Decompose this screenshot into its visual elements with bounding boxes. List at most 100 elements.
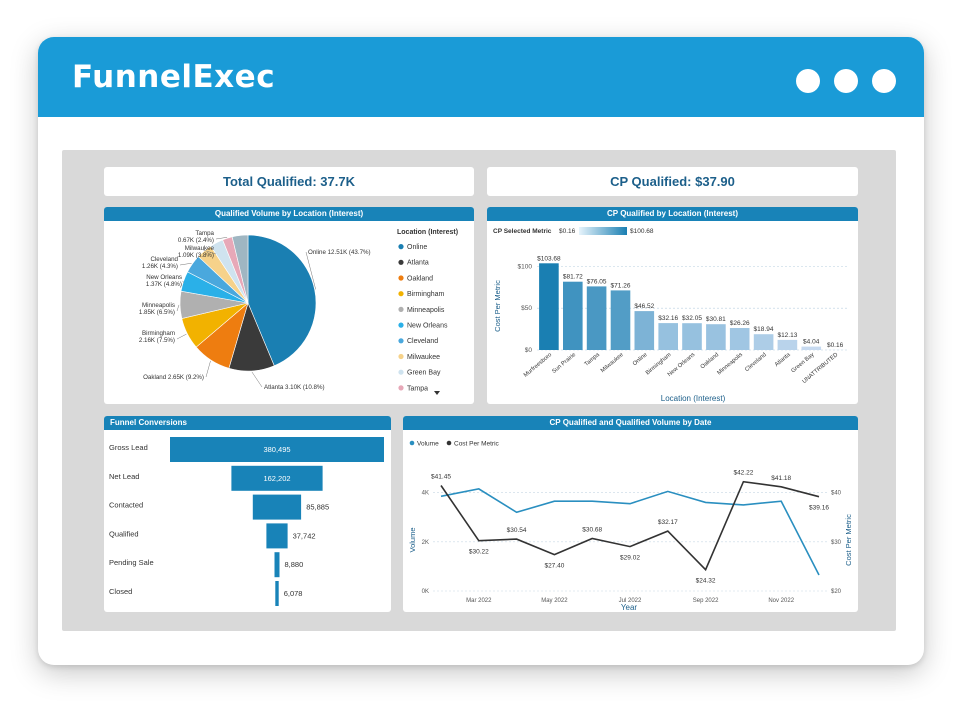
line-panel-title: CP Qualified and Qualified Volume by Dat… bbox=[403, 416, 858, 430]
cp-bar-chart: CP Selected Metric $0.16 $100.68 $0 $50 $1… bbox=[493, 227, 847, 403]
metric-max: $100.68 bbox=[630, 228, 654, 235]
funnel-stage-value: 37,742 bbox=[293, 531, 316, 540]
cp-bar-sun-prairie[interactable] bbox=[563, 281, 583, 350]
pie-slice-online[interactable] bbox=[247, 234, 317, 367]
pie-data-label-name: Birmingham bbox=[142, 330, 175, 337]
legend-item-milwaukee[interactable]: Milwaukee bbox=[407, 354, 440, 361]
pie-data-label-name: New Orleans bbox=[146, 274, 182, 281]
pie-data-label-value: 1.37K (4.8%) bbox=[146, 281, 182, 288]
legend-scroll-down-icon[interactable] bbox=[434, 391, 440, 395]
funnel-bar-pending-sale[interactable] bbox=[274, 552, 280, 578]
cp-bar-new-orleans[interactable] bbox=[682, 323, 702, 350]
line-y-left-tick: 2K bbox=[422, 540, 429, 546]
cp-bar-murfreesboro[interactable] bbox=[539, 263, 559, 350]
legend-item-atlanta[interactable]: Atlanta bbox=[407, 260, 429, 267]
line-x-tick: Jul 2022 bbox=[619, 598, 642, 604]
cp-bar-x-tick: Milwaukee bbox=[600, 352, 625, 374]
funnel-chart: Gross Lead 380,495 Net Lead 162,202 Contacte… bbox=[109, 437, 384, 606]
line-y-left-label: Volume bbox=[408, 527, 417, 552]
cp-bar-x-tick: Sun Prairie bbox=[551, 352, 577, 375]
cp-bar-atlanta[interactable] bbox=[777, 339, 798, 350]
legend-item-online[interactable]: Online bbox=[407, 244, 427, 251]
cp-bar-data-label: $71.26 bbox=[611, 282, 631, 289]
legend-marker-oakland bbox=[398, 275, 404, 281]
legend-marker-new-orleans bbox=[398, 322, 404, 328]
pie-leader-line bbox=[182, 280, 185, 284]
window-dot-2[interactable] bbox=[834, 69, 858, 93]
pie-data-label-name: Minneapolis bbox=[142, 302, 175, 309]
legend-marker-cleveland bbox=[398, 338, 404, 344]
cp-bar-birmingham[interactable] bbox=[658, 323, 678, 350]
title-bar: FunnelExec bbox=[38, 37, 924, 117]
legend-item-tampa[interactable]: Tampa bbox=[407, 385, 428, 392]
line-y-right-tick: $20 bbox=[831, 589, 842, 595]
cp-bar-x-tick: Atlanta bbox=[774, 351, 792, 368]
cp-bar-online[interactable] bbox=[634, 311, 655, 350]
legend-marker-minneapolis bbox=[398, 306, 404, 312]
cp-bar-green-bay[interactable] bbox=[801, 346, 822, 350]
pie-data-label: Oakland 2.65K (9.2%) bbox=[143, 374, 204, 381]
cp-bar-x-tick: Online bbox=[632, 352, 649, 367]
funnel-bar-gross-lead[interactable] bbox=[170, 437, 384, 462]
cp-bar-oakland[interactable] bbox=[706, 324, 726, 350]
cost-data-label: $29.02 bbox=[620, 555, 640, 562]
legend-marker-green-bay bbox=[398, 369, 404, 375]
legend-marker-tampa bbox=[398, 385, 404, 391]
line-x-axis-label: Year bbox=[621, 603, 638, 612]
funnel-bar-net-lead[interactable] bbox=[231, 465, 323, 491]
pie-leader-line bbox=[305, 251, 316, 290]
cp-bar-x-tick: Oakland bbox=[700, 352, 720, 370]
legend-item-birmingham[interactable]: Birmingham bbox=[407, 291, 445, 298]
pie-chart: Online 12.51K (43.7%) Atlanta 3.10K (10.8… bbox=[139, 229, 458, 395]
pie-leader-line bbox=[176, 304, 180, 312]
funnel-bar-contacted[interactable] bbox=[252, 494, 302, 520]
legend-item-cleveland[interactable]: Cleveland bbox=[407, 338, 438, 345]
funnel-stage-label: Pending Sale bbox=[109, 558, 154, 567]
cp-bar-data-label: $103.68 bbox=[537, 255, 561, 262]
pie-leader-line bbox=[251, 371, 263, 388]
pie-data-label: Atlanta 3.10K (10.8%) bbox=[264, 384, 325, 391]
cp-bar-minneapolis[interactable] bbox=[729, 328, 750, 350]
pie-slice-other[interactable] bbox=[231, 234, 249, 304]
funnel-stage-value: 85,885 bbox=[306, 503, 329, 512]
pie-leader-line bbox=[205, 360, 211, 378]
funnel-bar-qualified[interactable] bbox=[266, 523, 288, 549]
window-dot-1[interactable] bbox=[796, 69, 820, 93]
legend-marker-birmingham bbox=[398, 291, 404, 297]
pie-data-label-name: Cleveland bbox=[150, 256, 178, 263]
cost-data-label: $30.54 bbox=[507, 527, 527, 534]
cp-bar-data-label: $76.05 bbox=[587, 278, 607, 285]
cost-data-label: $42.22 bbox=[733, 470, 753, 477]
bar-y-tick: $0 bbox=[525, 347, 533, 354]
legend-item-minneapolis[interactable]: Minneapolis bbox=[407, 307, 445, 314]
cp-bar-cleveland[interactable] bbox=[753, 334, 774, 350]
funnel-stage-label: Contacted bbox=[109, 501, 143, 510]
volume-series-line bbox=[440, 488, 820, 576]
cost-data-label: $27.40 bbox=[544, 563, 564, 570]
window-dot-3[interactable] bbox=[872, 69, 896, 93]
cp-bar-data-label: $81.72 bbox=[563, 274, 583, 281]
legend-volume-label: Volume bbox=[417, 441, 439, 448]
legend-item-oakland[interactable]: Oakland bbox=[407, 275, 433, 282]
cost-data-label: $39.16 bbox=[809, 505, 829, 512]
cp-bar-data-label: $46.52 bbox=[634, 303, 654, 310]
bar-panel: CP Qualified by Location (Interest) CP S… bbox=[487, 207, 858, 404]
cp-bar-data-label: $12.13 bbox=[777, 332, 797, 339]
pie-data-label-name: Milwaukee bbox=[185, 245, 215, 252]
line-y-left-tick: 4K bbox=[422, 491, 429, 497]
cp-bar-tampa[interactable] bbox=[586, 286, 607, 350]
legend-item-green-bay[interactable]: Green Bay bbox=[407, 370, 441, 377]
funnel-bar-closed[interactable] bbox=[275, 581, 279, 606]
line-x-tick: Sep 2022 bbox=[693, 598, 719, 604]
funnel-stage-value: 380,495 bbox=[263, 445, 290, 454]
legend-marker-milwaukee bbox=[398, 353, 404, 360]
line-x-tick: May 2022 bbox=[541, 598, 568, 604]
legend-cost-label: Cost Per Metric bbox=[454, 441, 500, 448]
cp-bar-milwaukee[interactable] bbox=[610, 290, 631, 350]
legend-item-new-orleans[interactable]: New Orleans bbox=[407, 323, 448, 330]
line-y-right-tick: $40 bbox=[831, 491, 842, 497]
pie-legend-title: Location (Interest) bbox=[397, 229, 458, 236]
cp-bar-data-label: $30.81 bbox=[706, 316, 726, 323]
legend-cost-marker bbox=[446, 440, 452, 446]
line-y-left-tick: 0K bbox=[422, 589, 429, 595]
